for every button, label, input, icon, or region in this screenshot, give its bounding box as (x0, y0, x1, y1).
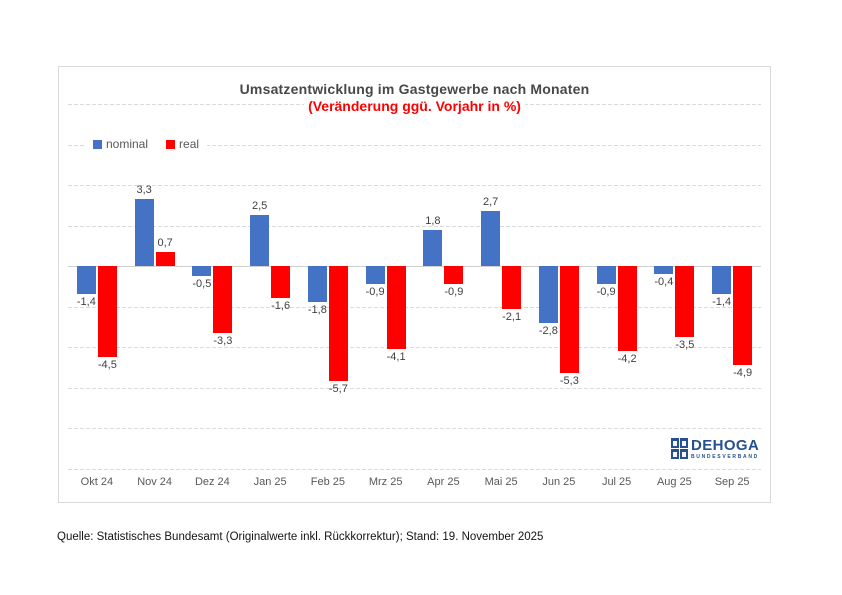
bar-nominal-jan-25 (250, 215, 270, 266)
bar-value-label: 1,8 (425, 214, 441, 227)
real-series-swatch-icon (166, 139, 176, 149)
bar-value-label: -0,9 (444, 286, 464, 299)
bar-nominal-feb-25 (307, 266, 327, 303)
x-axis-label: Jul 25 (601, 476, 632, 488)
bar-value-label: -3,3 (213, 334, 233, 347)
bar-value-label: 2,5 (251, 200, 268, 213)
bar-value-label: -4,1 (386, 351, 406, 364)
nominal-series-swatch-icon (93, 139, 102, 149)
bar-value-label: -5,3 (559, 375, 579, 388)
bar-nominal-mrz-25 (365, 266, 385, 285)
bar-real-feb-25 (328, 266, 348, 382)
bar-real-jun-25 (559, 266, 579, 374)
gridline (68, 468, 761, 470)
x-axis-label: Okt 24 (80, 476, 114, 488)
bar-real-mrz-25 (386, 266, 406, 350)
bar-value-label: -0,4 (654, 276, 674, 289)
x-axis-label: Jun 25 (542, 476, 576, 488)
gridline (68, 428, 761, 429)
bar-value-label: 2,7 (482, 196, 499, 209)
gridline (68, 347, 761, 348)
bar-nominal-mai-25 (481, 211, 501, 266)
bar-value-label: -4,9 (733, 367, 753, 380)
bar-nominal-apr-25 (423, 229, 443, 266)
plot-area: -1,4 3,3 -0,5 2,5 -1,8 -0,9 1,8 2,7 -2,8 -0,9 -0,4… (68, 104, 761, 470)
bar-value-label: -5,7 (328, 383, 348, 396)
bar-value-label: -0,9 (365, 286, 385, 299)
x-axis: Okt 24 Nov 24 Dez 24 Jan 25 Feb 25 Mrz 25 Apr … (68, 475, 761, 491)
gridline (68, 387, 761, 389)
bar-nominal-nov-24 (134, 199, 154, 266)
bar-real-sep-25 (733, 266, 753, 366)
dehoga-logo: DEHOGA BUNDESVERBAND (671, 438, 759, 460)
bar-value-label: -1,6 (271, 300, 291, 313)
bar-nominal-jun-25 (538, 266, 558, 323)
bar-real-dez-24 (213, 266, 233, 333)
x-axis-label: Apr 25 (427, 476, 460, 488)
gridline (68, 144, 761, 146)
bar-real-apr-25 (444, 266, 464, 285)
x-axis-label: Nov 24 (137, 476, 173, 488)
gridline (68, 185, 761, 186)
dehoga-logo-subtext: BUNDESVERBAND (691, 454, 759, 460)
bar-value-label: 0,7 (157, 236, 173, 249)
x-axis-label: Jan 25 (253, 476, 287, 488)
bar-value-label: -3,5 (675, 338, 695, 351)
source-note: Quelle: Statistisches Bundesamt (Origina… (57, 531, 544, 543)
legend-item-nominal: nominal (93, 137, 148, 151)
legend-label-nominal: nominal (106, 137, 149, 151)
bar-value-label: -4,2 (617, 353, 637, 366)
bar-real-aug-25 (675, 266, 695, 337)
bar-real-jan-25 (271, 266, 291, 299)
bar-value-label: -4,5 (97, 359, 117, 372)
gridline (68, 266, 761, 267)
x-axis-label: Mrz 25 (368, 476, 403, 488)
title-block: Umsatzentwicklung im Gastgewerbe nach Mo… (59, 81, 770, 115)
dehoga-logo-name: DEHOGA (691, 437, 760, 454)
dehoga-logo-icon (671, 438, 688, 459)
bar-value-label: -2,1 (502, 310, 522, 323)
chart-subtitle: (Veränderung ggü. Vorjahr in %) (304, 98, 525, 114)
gridline (68, 225, 761, 227)
bar-nominal-jul-25 (596, 266, 616, 285)
chart-title: Umsatzentwicklung im Gastgewerbe nach Mo… (239, 81, 590, 97)
chart-container: Umsatzentwicklung im Gastgewerbe nach Mo… (58, 66, 771, 503)
legend-item-real: real (166, 137, 199, 151)
x-axis-label: Aug 25 (656, 476, 692, 488)
bar-real-mai-25 (502, 266, 522, 309)
bar-nominal-aug-25 (654, 266, 674, 275)
bar-value-label: 3,3 (136, 184, 152, 197)
bar-real-okt-24 (97, 266, 117, 358)
x-axis-label: Mai 25 (484, 476, 518, 488)
gridline (68, 306, 761, 308)
bar-value-label: -1,4 (712, 296, 732, 309)
bar-real-nov-24 (155, 251, 175, 266)
bar-value-label: -2,8 (538, 324, 558, 337)
bar-value-label: -1,8 (307, 304, 327, 317)
bar-nominal-okt-24 (76, 266, 96, 295)
x-axis-label: Feb 25 (310, 476, 345, 488)
x-axis-label: Dez 24 (194, 476, 230, 488)
bar-nominal-sep-25 (712, 266, 732, 295)
legend: nominal real (85, 134, 208, 154)
bar-value-label: -0,5 (192, 278, 212, 291)
bar-nominal-dez-24 (192, 266, 212, 277)
bar-value-label: -0,9 (596, 286, 616, 299)
legend-label-real: real (179, 137, 200, 151)
bar-real-jul-25 (617, 266, 637, 352)
dehoga-logo-text: DEHOGA BUNDESVERBAND (691, 438, 759, 460)
x-axis-label: Sep 25 (714, 476, 750, 488)
bar-value-label: -1,4 (76, 296, 96, 309)
